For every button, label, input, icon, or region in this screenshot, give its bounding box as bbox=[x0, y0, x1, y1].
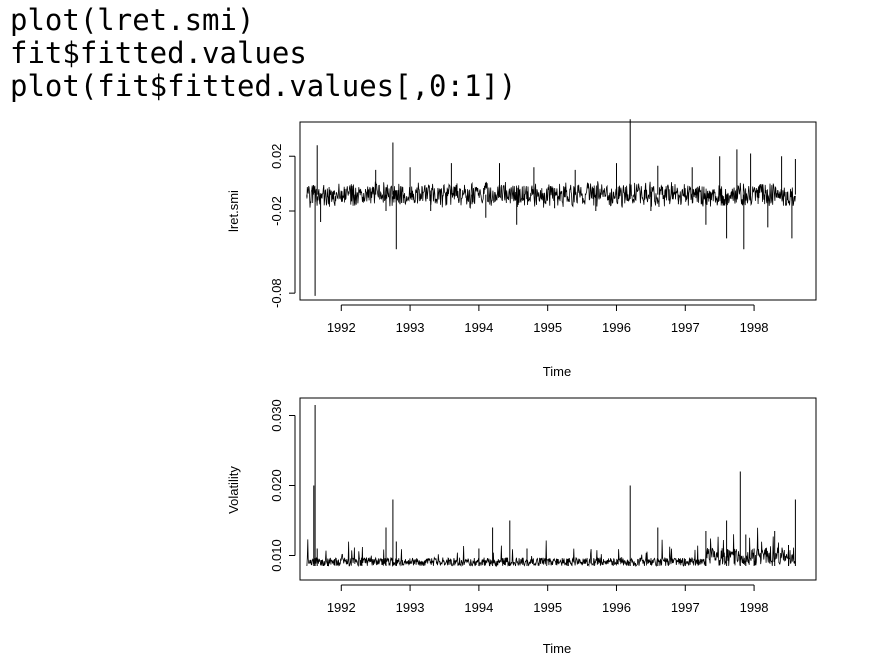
code-line-1: plot(lret.smi) bbox=[10, 3, 255, 37]
code-line-2: fit$fitted.values bbox=[10, 36, 307, 70]
volatility-x-axis-label: Time bbox=[543, 641, 571, 656]
x-tick-label: 1995 bbox=[533, 600, 562, 615]
x-tick-label: 1994 bbox=[464, 320, 493, 335]
x-tick-label: 1996 bbox=[602, 320, 631, 335]
x-tick-label: 1993 bbox=[396, 320, 425, 335]
lret-x-axis-label: Time bbox=[543, 364, 571, 379]
x-tick-label: 1992 bbox=[327, 320, 356, 335]
lret-chart: 1992 1993 1994 1995 1996 1997 1998 0.02 -0.02 -0… bbox=[226, 119, 817, 379]
volatility-y-axis-label: Volatility bbox=[226, 466, 241, 514]
y-tick-label: -0.08 bbox=[269, 278, 284, 308]
noise-trace bbox=[306, 181, 796, 209]
x-tick-label: 1995 bbox=[533, 320, 562, 335]
x-tick-label: 1997 bbox=[671, 320, 700, 335]
x-tick-label: 1992 bbox=[327, 600, 356, 615]
lret-plot-frame bbox=[299, 121, 817, 301]
y-tick-label: 0.02 bbox=[269, 144, 284, 169]
y-tick-label: 0.010 bbox=[269, 539, 284, 572]
lret-y-axis: 0.02 -0.02 -0.08 bbox=[269, 144, 296, 308]
x-tick-label: 1998 bbox=[740, 320, 769, 335]
volatility-plot-frame bbox=[299, 397, 817, 581]
volatility-y-axis: 0.010 0.020 0.030 bbox=[269, 399, 296, 572]
noise-trace bbox=[306, 527, 796, 568]
x-tick-label: 1996 bbox=[602, 600, 631, 615]
y-tick-label: 0.030 bbox=[269, 399, 284, 432]
volatility-noise-band bbox=[306, 527, 796, 568]
volatility-series-line bbox=[313, 405, 796, 566]
y-tick-label: -0.02 bbox=[269, 196, 284, 226]
x-tick-label: 1998 bbox=[740, 600, 769, 615]
lret-series-line bbox=[306, 119, 796, 296]
x-tick-label: 1997 bbox=[671, 600, 700, 615]
volatility-x-axis: 1992 1993 1994 1995 1996 1997 1998 bbox=[327, 584, 769, 615]
code-block: plot(lret.smi) fit$fitted.values plot(fi… bbox=[10, 4, 516, 103]
x-tick-label: 1994 bbox=[464, 600, 493, 615]
lret-noise-band bbox=[306, 181, 796, 209]
code-line-3: plot(fit$fitted.values[,0:1]) bbox=[10, 69, 517, 103]
x-tick-label: 1993 bbox=[396, 600, 425, 615]
lret-x-axis: 1992 1993 1994 1995 1996 1997 1998 bbox=[327, 304, 769, 335]
volatility-chart: 1992 1993 1994 1995 1996 1997 1998 0.0100.0200… bbox=[226, 397, 817, 656]
lret-y-axis-label: lret.smi bbox=[226, 190, 241, 232]
y-tick-label: 0.020 bbox=[269, 469, 284, 502]
